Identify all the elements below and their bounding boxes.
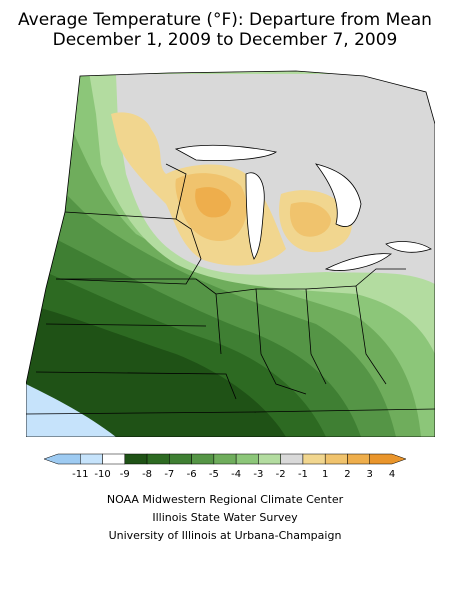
legend-swatch — [169, 453, 192, 465]
legend-tick-label: 2 — [344, 469, 350, 480]
credit-line-1: NOAA Midwestern Regional Climate Center — [106, 493, 344, 506]
legend-swatch — [347, 453, 370, 465]
legend-swatch — [302, 453, 326, 465]
legend-swatch — [213, 453, 237, 465]
credit-line-3: University of Illinois at Urbana-Champai… — [108, 529, 342, 542]
legend-swatch — [43, 453, 81, 465]
legend-tick-label: -3 — [253, 469, 263, 480]
legend-swatch — [102, 453, 126, 465]
shaded-field — [26, 71, 435, 437]
legend-swatch — [191, 453, 215, 465]
legend-swatch — [258, 453, 281, 465]
legend-tick-label: -7 — [164, 469, 174, 480]
legend-tick-label: 3 — [367, 469, 373, 480]
legend-tick-label: -8 — [142, 469, 152, 480]
credit-line-2: Illinois State Water Survey — [152, 511, 298, 524]
map-title-line-1: Average Temperature (°F): Departure from… — [18, 10, 432, 30]
great-lakes — [174, 144, 432, 271]
legend-tick-label: -10 — [94, 469, 110, 480]
legend-tick-label: -11 — [72, 469, 88, 480]
legend-tick-label: -6 — [187, 469, 197, 480]
legend-swatch — [146, 453, 170, 465]
legend-tick-label: 4 — [389, 469, 395, 480]
legend-tick-label: -4 — [231, 469, 241, 480]
state-boundaries — [26, 70, 435, 437]
legend-tick-label: -5 — [209, 469, 219, 480]
map-title-line-2: December 1, 2009 to December 7, 2009 — [52, 30, 398, 50]
legend-tick-label: -9 — [120, 469, 130, 480]
legend-tick-label: -1 — [298, 469, 308, 480]
legend-swatch — [124, 453, 148, 465]
legend-swatch — [235, 453, 259, 465]
legend-swatch — [369, 453, 407, 465]
temperature-departure-map — [26, 54, 435, 437]
legend-swatch — [80, 453, 103, 465]
color-scale-legend: -11 -10 -9 -8 -7 -6 -5 -4 -3 -2 -1 1 2 3 4 — [43, 453, 407, 480]
legend-tick-label: 1 — [322, 469, 328, 480]
legend-swatch — [324, 453, 348, 465]
legend-tick-label: -2 — [276, 469, 286, 480]
legend-swatch — [280, 453, 304, 465]
